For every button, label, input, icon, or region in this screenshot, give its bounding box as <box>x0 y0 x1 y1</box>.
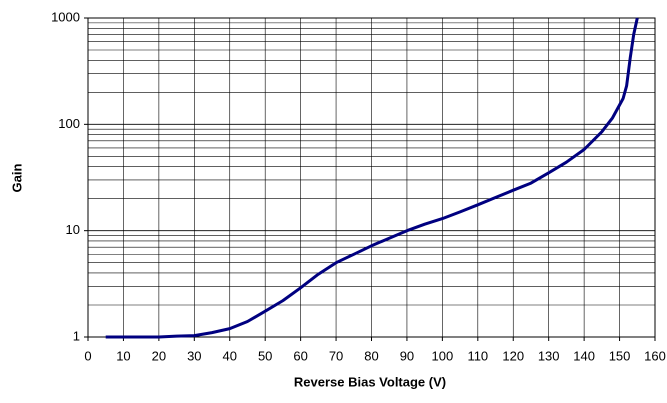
x-tick-label: 70 <box>329 348 343 363</box>
x-tick-label: 160 <box>644 348 666 363</box>
x-tick-label: 10 <box>116 348 130 363</box>
x-tick-label: 50 <box>258 348 272 363</box>
x-tick-label: 110 <box>467 348 488 363</box>
x-tick-label: 130 <box>538 348 560 363</box>
y-tick-label: 100 <box>58 116 80 131</box>
x-axis-title: Reverse Bias Voltage (V) <box>294 374 446 389</box>
x-tick-label: 40 <box>223 348 237 363</box>
data-line <box>105 17 639 339</box>
y-tick-label: 1000 <box>51 9 80 24</box>
x-tick-label: 0 <box>84 348 91 363</box>
y-axis-title: Gain <box>9 163 24 192</box>
x-tick-label: 60 <box>293 348 307 363</box>
x-tick-label: 140 <box>573 348 595 363</box>
x-tick-label: 90 <box>400 348 414 363</box>
x-tick-label: 100 <box>432 348 454 363</box>
y-tick-label: 10 <box>66 222 80 237</box>
x-tick-label: 20 <box>152 348 166 363</box>
y-tick-label: 1 <box>73 328 80 343</box>
x-tick-label: 120 <box>502 348 524 363</box>
x-tick-label: 150 <box>609 348 631 363</box>
x-tick-label: 30 <box>187 348 201 363</box>
x-tick-label: 80 <box>364 348 378 363</box>
plot-frame <box>87 17 656 338</box>
